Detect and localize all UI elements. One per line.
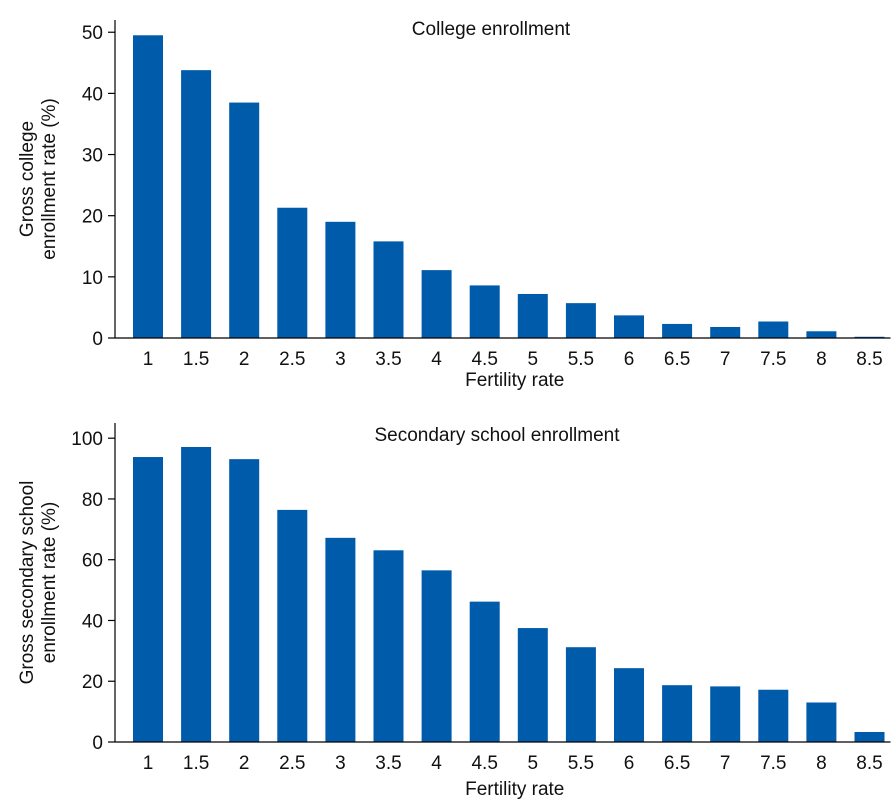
x-tick-label: 5 [528, 349, 539, 370]
x-tick-label: 6 [624, 753, 635, 774]
x-tick-label: 3 [335, 753, 346, 774]
x-tick-label: 4 [431, 753, 442, 774]
bar [806, 331, 837, 338]
x-tick-label: 1 [143, 753, 154, 774]
bar [758, 321, 789, 338]
y-axis-title: Gross secondary schoolenrollment rate (%… [17, 481, 60, 685]
x-tick-label: 1.5 [183, 753, 209, 774]
x-tick-label: 8 [816, 753, 827, 774]
x-tick-label: 2.5 [279, 753, 305, 774]
bar [469, 601, 500, 742]
x-tick-label: 6.5 [664, 753, 690, 774]
x-tick-label: 7 [720, 349, 731, 370]
bar [277, 509, 308, 742]
bar [469, 285, 500, 338]
y-tick-label: 60 [82, 551, 103, 572]
x-tick-label: 2 [239, 349, 250, 370]
x-axis-title: Fertility rate [465, 779, 564, 800]
bar [277, 207, 308, 338]
y-axis-title-line: enrollment rate (%) [39, 98, 60, 260]
y-axis-title: Gross collegeenrollment rate (%) [17, 98, 60, 260]
y-axis-title-line: Gross college [17, 121, 38, 237]
y-tick-label: 20 [82, 207, 103, 228]
bar [325, 221, 356, 338]
bar [325, 537, 356, 742]
bar [565, 303, 596, 338]
chart-title: Secondary school enrollment [374, 425, 620, 446]
x-tick-label: 7.5 [760, 349, 786, 370]
bar [710, 686, 741, 742]
x-tick-label: 6.5 [664, 349, 690, 370]
y-tick-label: 40 [82, 611, 103, 632]
bar [229, 459, 260, 742]
bar [614, 315, 644, 338]
x-tick-label: 6 [624, 349, 635, 370]
bar [614, 668, 644, 742]
x-tick-label: 7 [720, 753, 731, 774]
bar [181, 70, 212, 339]
bar [181, 447, 212, 742]
x-tick-label: 5.5 [568, 753, 594, 774]
college-enrollment-chart: 0 10 20 30 40 50 1 1.5 2 2.5 3 3.5 4 4.5 5 5.5 6 6.5 7 7.5 8… [17, 19, 891, 391]
x-tick-label: 1 [143, 349, 154, 370]
bar [758, 689, 789, 742]
bar [854, 731, 885, 742]
bar [517, 628, 548, 742]
secondary-school-enrollment-chart: 0 20 40 60 80 100 1 1.5 2 2.5 3 3.5 4 4.5 5 5.5 6 6.5 7 7.5… [17, 423, 891, 800]
x-tick-label: 2.5 [279, 349, 305, 370]
bar [229, 102, 260, 338]
y-tick-label: 40 [82, 84, 103, 105]
x-tick-label: 2 [239, 753, 250, 774]
y-tick-label: 80 [82, 490, 103, 511]
y-tick-label: 30 [82, 146, 103, 167]
x-tick-label: 5 [528, 753, 539, 774]
x-tick-label: 4.5 [471, 753, 497, 774]
bar [662, 323, 693, 338]
y-tick-label: 10 [82, 268, 103, 289]
bar [854, 336, 885, 338]
x-tick-label: 3.5 [375, 753, 401, 774]
chart-title: College enrollment [412, 19, 571, 40]
bar [133, 35, 163, 338]
x-tick-label: 8 [816, 349, 827, 370]
y-tick-label: 20 [82, 672, 103, 693]
y-tick-label: 0 [92, 329, 103, 350]
y-axis-title-line: enrollment rate (%) [39, 502, 60, 664]
x-tick-label: 7.5 [760, 753, 786, 774]
bar [421, 270, 452, 338]
bar [710, 326, 741, 338]
bar [517, 293, 548, 338]
x-tick-label: 4 [431, 349, 442, 370]
y-tick-label: 50 [82, 23, 103, 44]
x-tick-label: 3 [335, 349, 346, 370]
bar [662, 685, 693, 742]
bar [133, 457, 163, 742]
x-tick-label: 4.5 [471, 349, 497, 370]
y-tick-label: 0 [92, 733, 103, 754]
bar [421, 570, 452, 742]
x-tick-label: 1.5 [183, 349, 209, 370]
x-tick-label: 5.5 [568, 349, 594, 370]
y-axis-title-line: Gross secondary school [17, 481, 38, 685]
x-tick-label: 8.5 [856, 349, 882, 370]
bar [373, 550, 404, 742]
bar [565, 647, 596, 742]
y-tick-label: 100 [71, 429, 103, 450]
bar [373, 241, 404, 338]
x-tick-label: 8.5 [856, 753, 882, 774]
x-axis-title: Fertility rate [465, 370, 564, 391]
x-tick-label: 3.5 [375, 349, 401, 370]
bar [806, 702, 837, 742]
